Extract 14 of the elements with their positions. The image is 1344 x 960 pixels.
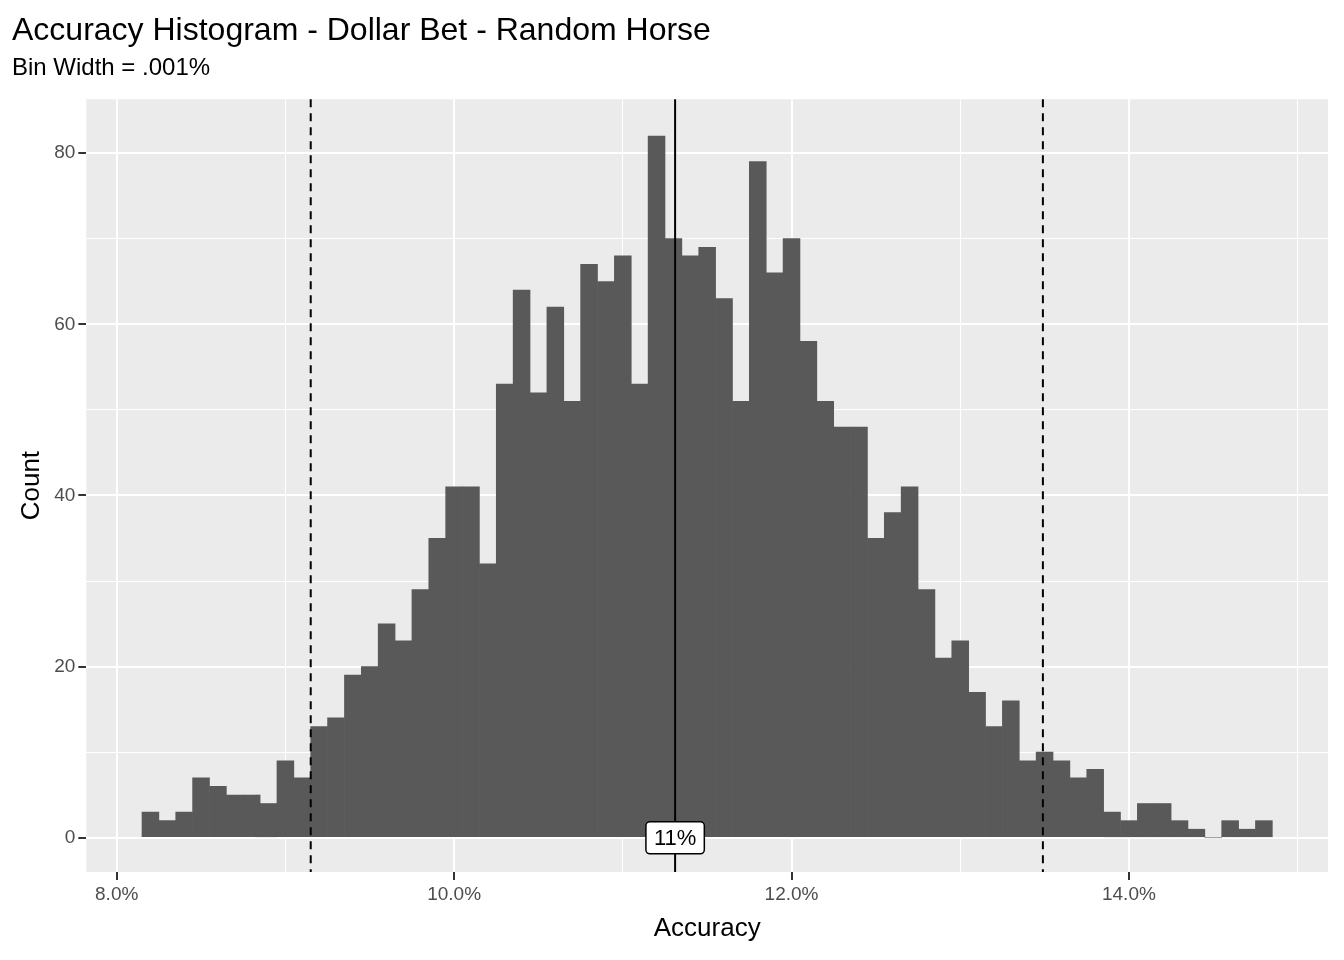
chart-title: Accuracy Histogram - Dollar Bet - Random Horse bbox=[12, 11, 711, 48]
y-axis-title: Count bbox=[14, 450, 45, 521]
ref-line-label: 11% bbox=[653, 824, 697, 850]
x-tick-label: 12.0% bbox=[764, 882, 819, 904]
chart-subtitle: Bin Width = .001% bbox=[12, 53, 211, 81]
x-tick-label: 8.0% bbox=[95, 882, 139, 904]
x-tick-label: 10.0% bbox=[427, 882, 482, 904]
y-tick-label: 60 bbox=[54, 312, 76, 334]
x-tick-label: 14.0% bbox=[1101, 882, 1156, 904]
y-tick-label: 80 bbox=[54, 141, 76, 163]
y-tick-label: 0 bbox=[64, 826, 76, 847]
x-axis-title: Accuracy bbox=[653, 911, 761, 942]
y-tick-label: 40 bbox=[54, 483, 76, 505]
y-tick-label: 20 bbox=[54, 654, 76, 676]
